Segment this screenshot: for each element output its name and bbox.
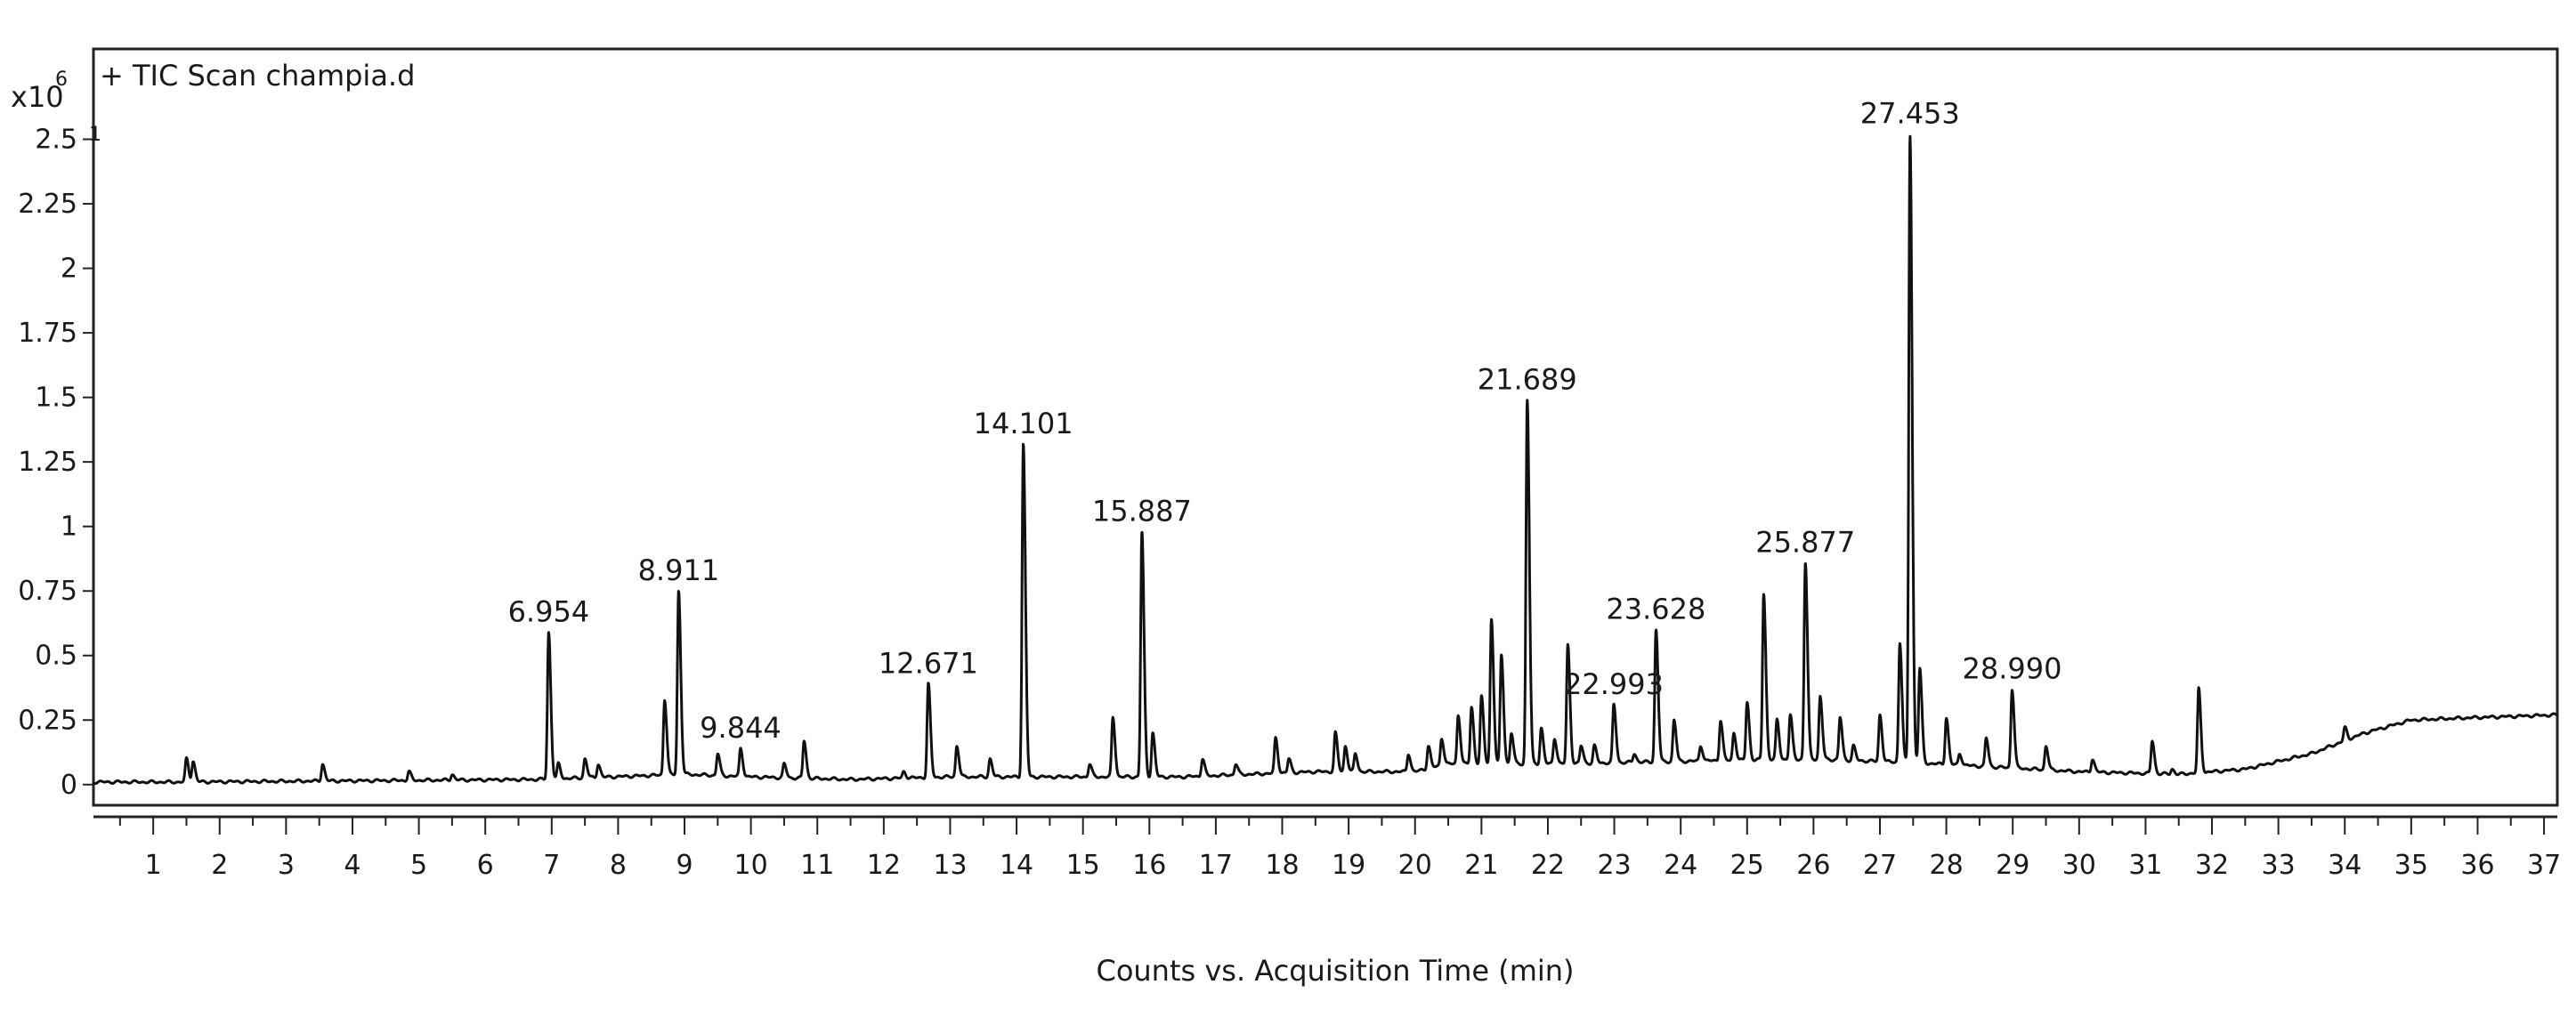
x-tick-label: 31	[2128, 850, 2162, 881]
x-tick-label: 16	[1132, 850, 1166, 881]
x-tick-label: 32	[2195, 850, 2229, 881]
x-tick-label: 15	[1066, 850, 1100, 881]
y-multiplier: x10 6 1	[11, 69, 101, 146]
y-tick-label: 0.25	[18, 705, 77, 736]
x-tick-label: 10	[734, 850, 768, 881]
chart-title: + TIC Scan champia.d	[100, 59, 415, 93]
x-tick-label: 24	[1664, 850, 1697, 881]
y-multiplier-base: x10	[11, 80, 64, 114]
x-tick-label: 8	[610, 850, 627, 881]
x-tick-label: 27	[1863, 850, 1897, 881]
peak-labels: 6.954 8.911 9.844 12.671 14.101 15.887 21.689 2…	[508, 97, 2062, 745]
x-tick-label: 33	[2262, 850, 2296, 881]
peak-label: 23.628	[1606, 593, 1705, 626]
peak-label: 12.671	[879, 647, 978, 681]
x-tick-label: 9	[676, 850, 693, 881]
x-tick-label: 30	[2062, 850, 2096, 881]
x-tick-label: 13	[933, 850, 967, 881]
peak-label: 21.689	[1478, 363, 1577, 397]
y-tick-label: 1.5	[35, 383, 77, 414]
x-tick-label: 20	[1398, 850, 1432, 881]
peak-label: 22.993	[1564, 667, 1664, 701]
peak-label: 14.101	[974, 407, 1073, 440]
peak-label: 28.990	[1962, 651, 2062, 685]
y-tick-label: 0	[61, 770, 77, 801]
x-tick-label: 6	[477, 850, 494, 881]
y-tick-label: 2	[61, 254, 77, 285]
peak-label: 8.911	[638, 553, 720, 587]
x-tick-label: 23	[1597, 850, 1631, 881]
x-tick-label: 2	[211, 850, 228, 881]
x-tick-label: 34	[2328, 850, 2361, 881]
y-tick-label: 1.75	[18, 318, 77, 349]
x-tick-label: 18	[1265, 850, 1299, 881]
y-tick-label: 1.25	[18, 447, 77, 478]
x-tick-label: 29	[1996, 850, 2029, 881]
x-tick-label: 21	[1464, 850, 1498, 881]
x-tick-label: 26	[1796, 850, 1830, 881]
x-axis-ticks: 1 2 3 4 5 6 7 8 9 10 11 12 13 14 15 16 17 18 19 20 21 22 23 24 2…	[118, 817, 2561, 881]
peak-label: 15.887	[1092, 494, 1192, 528]
x-tick-label: 22	[1531, 850, 1565, 881]
y-tick-label: 2.5	[35, 125, 77, 156]
x-tick-label: 12	[867, 850, 901, 881]
x-tick-label: 4	[344, 850, 360, 881]
x-tick-label: 5	[410, 850, 427, 881]
y-tick-label: 2.25	[18, 189, 77, 220]
x-tick-label: 11	[800, 850, 834, 881]
x-tick-label: 14	[1000, 850, 1033, 881]
x-tick-label: 28	[1930, 850, 1964, 881]
x-tick-label: 7	[543, 850, 560, 881]
y-tick-label: 0.5	[35, 641, 77, 672]
x-tick-label: 37	[2527, 850, 2561, 881]
x-axis-title: Counts vs. Acquisition Time (min)	[1096, 954, 1574, 988]
plot-frame	[92, 47, 2559, 807]
x-tick-label: 19	[1332, 850, 1365, 881]
x-tick-label: 1	[145, 850, 162, 881]
x-tick-label: 25	[1730, 850, 1764, 881]
peak-label: 25.877	[1755, 525, 1855, 559]
y-multiplier-subscript: 1	[89, 124, 101, 146]
x-tick-label: 36	[2460, 850, 2494, 881]
x-tick-label: 35	[2394, 850, 2428, 881]
peak-label: 27.453	[1860, 97, 1960, 131]
peak-label: 6.954	[508, 595, 590, 629]
y-multiplier-exponent: 6	[55, 69, 68, 91]
x-tick-label: 17	[1199, 850, 1233, 881]
peak-label: 9.844	[700, 711, 782, 745]
y-axis-ticks: 0 0.25 0.5 0.75 1 1.25 1.5 1.75 2 2.25 2.5	[18, 125, 93, 801]
y-tick-label: 1	[61, 512, 77, 543]
tic-trace	[92, 134, 2559, 786]
y-tick-label: 0.75	[18, 576, 77, 607]
x-tick-label: 3	[278, 850, 295, 881]
